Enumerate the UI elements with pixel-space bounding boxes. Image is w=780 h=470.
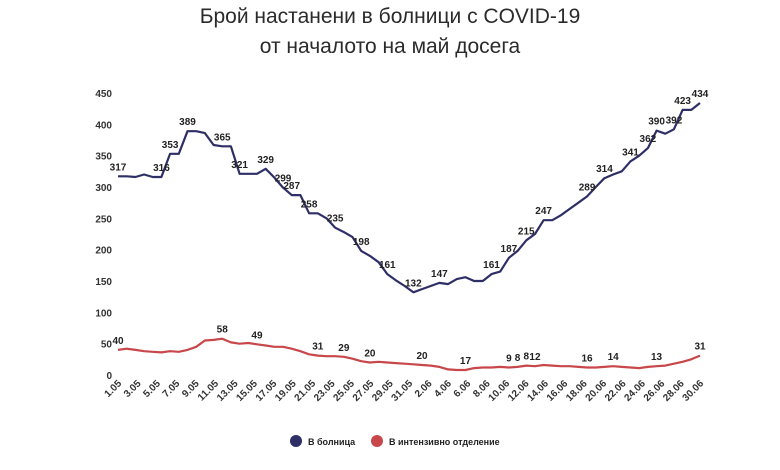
x-tick-label: 19.05 — [273, 378, 299, 404]
data-label: 287 — [283, 181, 300, 192]
x-axis-ticks: 1.053.055.057.059.0511.0513.0515.0517.05… — [103, 378, 707, 404]
y-tick-label: 50 — [101, 340, 113, 351]
data-label: 392 — [666, 115, 683, 126]
legend-marker-hospital — [290, 435, 302, 447]
y-tick-label: 250 — [95, 214, 112, 225]
data-label: 258 — [301, 199, 318, 210]
y-tick-label: 100 — [95, 308, 112, 319]
data-label: 16 — [582, 353, 594, 364]
data-label: 247 — [535, 206, 552, 217]
data-label: 235 — [327, 214, 344, 225]
data-label: 365 — [214, 132, 231, 143]
y-tick-label: 400 — [95, 120, 112, 131]
series-lines — [117, 102, 701, 372]
chart-title: Брой настанени в болници с COVID-19 от н… — [0, 2, 780, 62]
y-tick-label: 300 — [95, 183, 112, 194]
x-tick-label: 30.06 — [681, 378, 707, 404]
data-label: 390 — [648, 117, 665, 128]
data-label: 147 — [431, 269, 448, 280]
data-label: 289 — [579, 182, 596, 193]
chart-title-line2: от началото на май досега — [259, 35, 521, 58]
x-tick-label: 4.06 — [432, 378, 454, 400]
data-label: 8 — [523, 352, 529, 363]
data-label: 423 — [674, 96, 691, 107]
data-label: 58 — [217, 325, 229, 336]
data-label: 40 — [112, 336, 124, 347]
x-tick-label: 18.06 — [564, 378, 590, 404]
x-tick-label: 31.05 — [390, 378, 416, 404]
x-tick-label: 3.05 — [122, 378, 144, 400]
data-label: 29 — [338, 343, 350, 354]
data-label: 17 — [460, 356, 472, 367]
series-line-1 — [117, 337, 701, 372]
legend-label-icu: В интензивно отделение — [389, 437, 500, 447]
y-tick-label: 450 — [95, 89, 112, 100]
data-label: 14 — [608, 352, 620, 363]
y-tick-label: 350 — [95, 152, 112, 163]
x-tick-label: 7.05 — [161, 378, 183, 400]
data-label: 389 — [179, 117, 196, 128]
x-tick-label: 2.06 — [413, 378, 435, 400]
x-tick-label: 6.06 — [452, 378, 474, 400]
data-label: 362 — [640, 134, 657, 145]
data-label: 434 — [692, 89, 709, 100]
x-tick-label: 29.05 — [370, 378, 396, 404]
data-label: 13 — [651, 352, 663, 363]
data-label: 314 — [596, 164, 613, 175]
data-label: 329 — [257, 155, 274, 166]
data-label: 12 — [529, 352, 541, 363]
data-label: 49 — [251, 330, 263, 341]
data-label: 161 — [483, 260, 500, 271]
data-label: 20 — [364, 348, 376, 359]
y-tick-label: 200 — [95, 246, 112, 257]
data-label: 316 — [153, 163, 170, 174]
x-tick-label: 5.05 — [141, 378, 163, 400]
data-label: 161 — [379, 260, 396, 271]
data-label: 9 — [506, 353, 512, 364]
data-label: 20 — [416, 351, 428, 362]
y-axis-ticks: 0 50 100 150 200 250 300 350 400 450 — [95, 89, 112, 382]
data-label: 187 — [501, 244, 518, 255]
y-tick-label: 150 — [95, 277, 112, 288]
data-label: 299 — [275, 174, 292, 185]
data-label: 132 — [405, 278, 422, 289]
legend-label-hospital: В болница — [308, 437, 356, 447]
data-label: 321 — [231, 160, 248, 171]
legend-marker-icu — [371, 435, 383, 447]
data-label: 353 — [162, 140, 179, 151]
data-label: 317 — [110, 162, 127, 173]
data-label: 31 — [694, 342, 706, 353]
data-label: 341 — [622, 147, 639, 158]
legend: В болница В интензивно отделение — [290, 435, 500, 447]
x-tick-label: 28.06 — [661, 378, 687, 404]
data-label: 31 — [312, 342, 324, 353]
data-label: 215 — [518, 226, 535, 237]
chart-title-line1: Брой настанени в болници с COVID-19 — [199, 5, 581, 28]
data-label: 8 — [515, 353, 521, 364]
series-line-0 — [118, 102, 701, 294]
data-label: 198 — [353, 237, 370, 248]
y-tick-label: 0 — [106, 371, 112, 382]
